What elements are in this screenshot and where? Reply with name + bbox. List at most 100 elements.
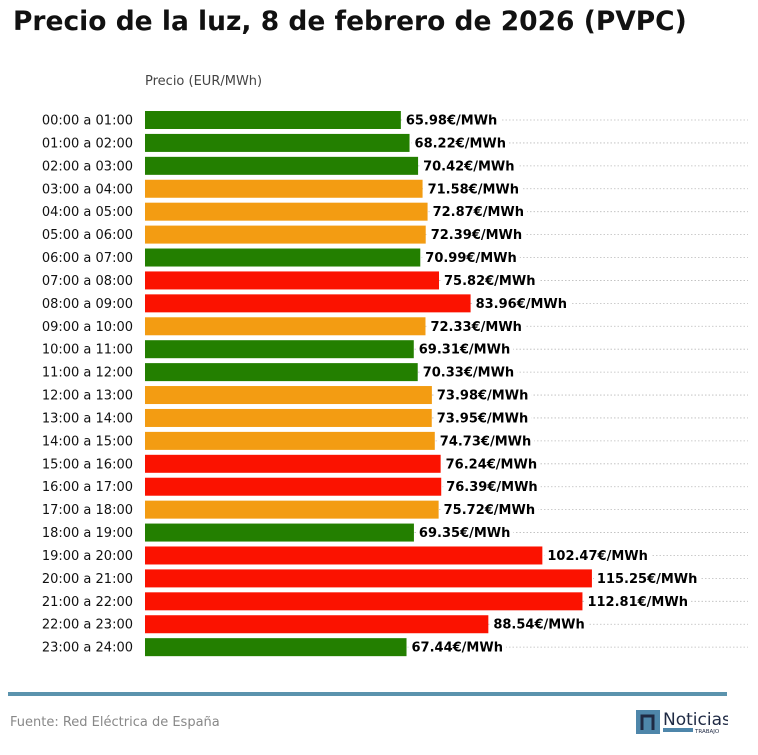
y-tick-label: 21:00 a 22:00 <box>42 595 133 610</box>
bar <box>145 569 592 588</box>
data-label: 69.31€/MWh <box>419 343 510 358</box>
bar <box>145 294 471 313</box>
bar <box>145 363 418 382</box>
data-label: 75.82€/MWh <box>444 274 535 289</box>
label-background <box>472 295 571 312</box>
bar <box>145 454 441 473</box>
data-label: 76.24€/MWh <box>446 457 537 472</box>
data-label: 102.47€/MWh <box>547 549 648 564</box>
y-tick-label: 13:00 a 14:00 <box>42 411 133 426</box>
data-label: 68.22€/MWh <box>415 136 506 151</box>
label-background <box>442 455 541 472</box>
data-label: 73.98€/MWh <box>437 389 528 404</box>
label-background <box>584 593 691 610</box>
bar <box>145 156 419 175</box>
bar <box>145 317 426 336</box>
y-tick-label: 08:00 a 09:00 <box>42 297 133 312</box>
label-background <box>443 478 541 495</box>
label-background <box>424 180 523 197</box>
data-label: 72.39€/MWh <box>431 228 522 243</box>
label-background <box>433 409 532 426</box>
data-label: 72.33€/MWh <box>430 320 521 335</box>
bar <box>145 225 426 244</box>
svg-text:TRABAJO: TRABAJO <box>694 729 720 735</box>
y-tick-label: 14:00 a 15:00 <box>42 434 133 449</box>
data-label: 88.54€/MWh <box>493 618 584 633</box>
bar <box>145 638 407 657</box>
footer-divider <box>8 692 727 696</box>
label-background <box>427 226 526 243</box>
data-label: 76.39€/MWh <box>446 480 537 495</box>
y-tick-label: 10:00 a 11:00 <box>42 343 133 358</box>
y-tick-label: 05:00 a 06:00 <box>42 228 133 243</box>
y-tick-label: 19:00 a 20:00 <box>42 549 133 564</box>
bar <box>145 431 435 450</box>
data-label: 73.95€/MWh <box>437 411 528 426</box>
data-label: 70.99€/MWh <box>425 251 516 266</box>
bar <box>145 271 440 290</box>
bar <box>145 386 432 405</box>
bar <box>145 477 442 496</box>
bar <box>145 408 432 427</box>
label-background <box>427 318 525 335</box>
label-background <box>433 387 532 404</box>
y-tick-label: 09:00 a 10:00 <box>42 320 133 335</box>
y-tick-label: 02:00 a 03:00 <box>42 159 133 174</box>
bar <box>145 546 543 565</box>
data-label: 83.96€/MWh <box>476 297 567 312</box>
bar <box>145 111 401 129</box>
label-background <box>440 501 539 518</box>
label-background <box>429 203 528 220</box>
bar <box>145 202 428 221</box>
bar <box>145 248 421 267</box>
y-tick-label: 03:00 a 04:00 <box>42 182 133 197</box>
data-label: 67.44€/MWh <box>412 641 503 656</box>
y-tick-label: 12:00 a 13:00 <box>42 389 133 404</box>
bar <box>145 179 423 198</box>
label-background <box>441 272 539 289</box>
bar <box>145 133 410 152</box>
y-tick-label: 22:00 a 23:00 <box>42 618 133 633</box>
label-background <box>408 639 506 656</box>
x-axis-label: Precio (EUR/MWh) <box>145 74 263 89</box>
source-note: Fuente: Red Eléctrica de España <box>10 715 220 730</box>
data-label: 75.72€/MWh <box>444 503 535 518</box>
label-background <box>411 134 509 151</box>
y-tick-label: 15:00 a 16:00 <box>42 457 133 472</box>
y-tick-label: 11:00 a 12:00 <box>42 366 133 381</box>
y-tick-label: 17:00 a 18:00 <box>42 503 133 518</box>
label-background <box>436 432 535 449</box>
data-label: 70.42€/MWh <box>423 159 514 174</box>
y-tick-label: 16:00 a 17:00 <box>42 480 133 495</box>
label-background <box>490 616 588 633</box>
y-tick-label: 00:00 a 01:00 <box>42 114 133 129</box>
bar <box>145 500 439 519</box>
data-label: 74.73€/MWh <box>440 434 531 449</box>
label-background <box>402 112 501 128</box>
data-label: 115.25€/MWh <box>597 572 698 587</box>
data-label: 71.58€/MWh <box>428 182 519 197</box>
label-background <box>593 570 701 587</box>
bar <box>145 615 489 634</box>
label-background <box>420 157 518 174</box>
y-tick-label: 20:00 a 21:00 <box>42 572 133 587</box>
label-background <box>422 249 520 266</box>
data-label: 65.98€/MWh <box>406 114 497 129</box>
y-tick-label: 01:00 a 02:00 <box>42 136 133 151</box>
label-background <box>419 364 518 381</box>
noticias-trabajo-logo: Noticias TRABAJO <box>636 710 728 735</box>
y-tick-label: 04:00 a 05:00 <box>42 205 133 220</box>
data-label: 70.33€/MWh <box>423 366 514 381</box>
label-background <box>544 547 651 564</box>
bar <box>145 523 414 542</box>
label-background <box>415 524 514 541</box>
bar <box>145 340 414 359</box>
y-tick-label: 23:00 a 24:00 <box>42 641 133 656</box>
chart-title: Precio de la luz, 8 de febrero de 2026 (… <box>13 6 687 37</box>
bar-chart: 00:00 a 01:00 65.98€/MWh 01:00 a 02:00 68.2… <box>42 111 748 657</box>
bar <box>145 592 583 611</box>
y-tick-label: 06:00 a 07:00 <box>42 251 133 266</box>
data-label: 72.87€/MWh <box>433 205 524 220</box>
data-label: 112.81€/MWh <box>587 595 688 610</box>
